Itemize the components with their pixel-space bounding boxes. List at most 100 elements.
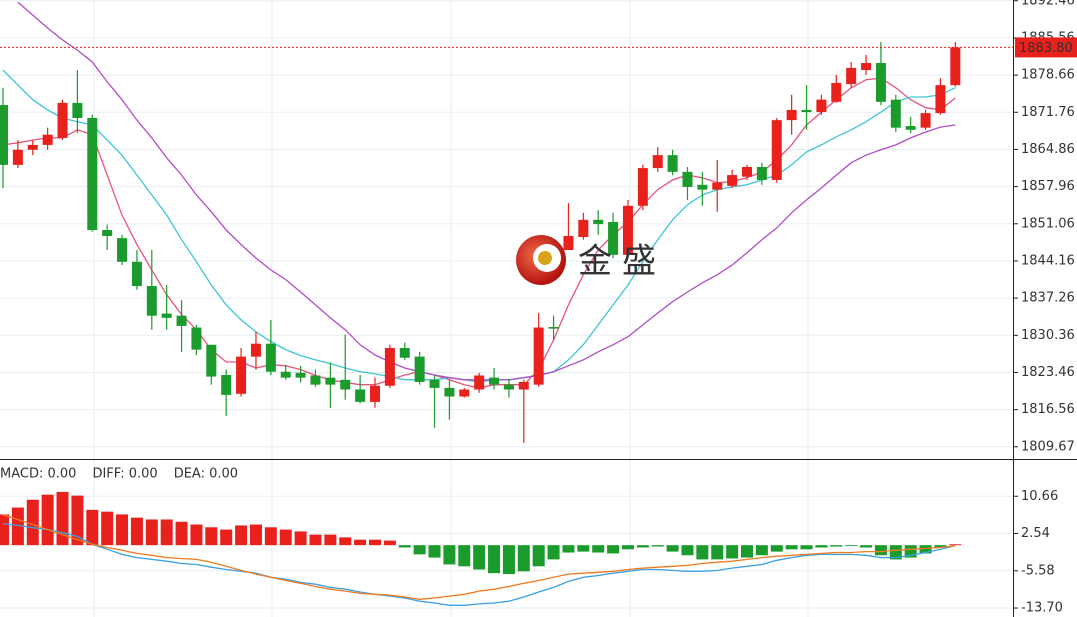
y-tick-label: 1844.16	[1021, 253, 1075, 268]
legend-label: MACD: 0.00	[0, 467, 76, 482]
macd-bar	[71, 495, 84, 546]
legend-label: DEA: 0.00	[174, 467, 238, 482]
y-tick-label: 1851.06	[1021, 216, 1075, 231]
candle-body	[697, 184, 708, 190]
candle-body	[771, 120, 782, 180]
last-price-label: 1883.80	[1019, 41, 1073, 56]
macd-bar	[889, 545, 902, 560]
time-grid	[93, 0, 809, 617]
macd-bar	[800, 545, 813, 550]
legend-label: DIFF: 0.00	[92, 467, 157, 482]
candle-body	[27, 144, 38, 150]
macd-bar	[785, 545, 798, 550]
candle-body	[801, 109, 812, 113]
macd-bar	[249, 524, 262, 546]
y-tick-label: 1864.86	[1021, 142, 1075, 157]
plot-layer	[0, 0, 1013, 609]
candle-body	[637, 168, 648, 206]
macd-bar	[279, 529, 292, 546]
candle-body	[280, 371, 291, 378]
candle-body	[459, 389, 470, 397]
macd-bar	[621, 545, 634, 550]
macd-bar	[309, 534, 322, 546]
candle-body	[831, 82, 842, 102]
macd-bar	[860, 545, 873, 548]
macd-bar	[830, 545, 843, 547]
indicator-line	[2, 77, 956, 389]
candle-body	[325, 377, 336, 385]
macd-bar	[175, 521, 188, 546]
candle-body	[221, 374, 232, 395]
macd-bar	[324, 534, 337, 546]
candle-body	[578, 219, 589, 238]
candle-body	[42, 134, 53, 145]
candle-body	[72, 102, 83, 118]
candle-body	[816, 99, 827, 113]
candle-body	[950, 47, 961, 86]
candle-body	[57, 102, 68, 138]
y-tick-label: 1830.36	[1021, 328, 1075, 343]
y-tick-label: 1837.26	[1021, 291, 1075, 306]
macd-bar	[235, 525, 248, 546]
candle-body	[727, 175, 738, 186]
candle-body	[0, 105, 8, 165]
candle-body	[131, 261, 142, 287]
candle-body	[861, 63, 872, 71]
y-tick-label: 1857.96	[1021, 179, 1075, 194]
candle-body	[548, 327, 559, 329]
macd-bar	[562, 545, 575, 553]
watermark-text: 金盛	[578, 242, 666, 282]
macd-bar	[339, 537, 352, 546]
candle-body	[355, 389, 366, 402]
candle-body	[890, 99, 901, 128]
candle-body	[265, 343, 276, 372]
candle-body	[489, 377, 500, 385]
macd-bar	[383, 540, 396, 546]
candle-body	[622, 205, 633, 255]
macd-bar	[696, 545, 709, 560]
candle-body	[191, 327, 202, 350]
candle-body	[444, 387, 455, 397]
candle-body	[340, 379, 351, 390]
macd-bar	[488, 545, 501, 574]
candle-body	[117, 238, 128, 262]
candle-body	[503, 384, 514, 390]
macd-bar	[755, 545, 768, 556]
candle-body	[102, 230, 113, 236]
macd-bar	[502, 545, 515, 575]
macd-bar	[443, 545, 456, 565]
macd-bar	[26, 499, 39, 546]
macd-bar	[547, 545, 560, 560]
candle-body	[474, 375, 485, 390]
macd-bar	[607, 545, 620, 554]
candle-body	[846, 67, 857, 85]
macd-bar	[532, 545, 545, 567]
macd-bar	[919, 545, 932, 554]
candle-body	[682, 171, 693, 187]
candle-body	[712, 182, 723, 190]
macd-bar	[56, 491, 69, 546]
candle-body	[310, 375, 321, 385]
indicator-line	[17, 1, 956, 381]
candle-body	[652, 155, 663, 169]
macd-bar	[770, 545, 783, 552]
candle-body	[920, 113, 931, 128]
candle-body	[206, 344, 217, 377]
macd-bar	[205, 527, 218, 546]
candle-body	[146, 286, 157, 316]
macd-bar	[101, 511, 114, 546]
macd-bar	[815, 545, 828, 548]
candle-body	[414, 356, 425, 382]
candle-body	[399, 348, 410, 358]
watermark: 金盛	[516, 235, 666, 285]
macd-bar	[86, 509, 99, 546]
candle-body	[563, 235, 574, 250]
candle-body	[667, 155, 678, 172]
macd-bar	[354, 539, 367, 546]
candle-body	[608, 221, 619, 255]
candle-body	[786, 109, 797, 121]
macd-bar	[160, 519, 173, 546]
macd-bar	[398, 545, 411, 548]
macd-bar	[666, 545, 679, 552]
macd-bar	[473, 545, 486, 570]
